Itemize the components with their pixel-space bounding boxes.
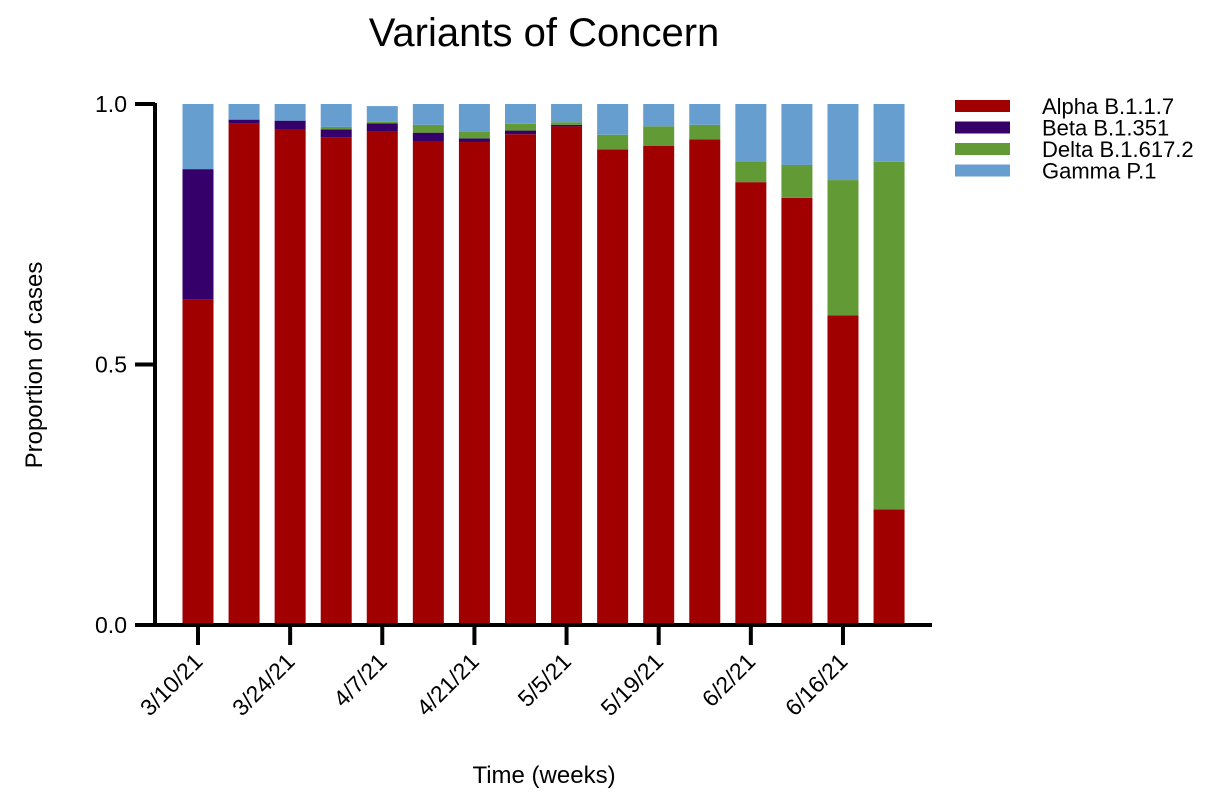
bar-segment-1-9 [551, 126, 583, 626]
bar-segment-1-6 [412, 140, 444, 626]
bar-segment-1-4 [320, 137, 352, 625]
bars-group [182, 104, 905, 626]
bar-segment-2-3 [274, 120, 306, 130]
bar-segment-4-4 [320, 104, 352, 127]
legend-label-2: Beta B.1.351 [1042, 116, 1169, 141]
bar-segment-3-11 [643, 126, 675, 146]
bar-segment-2-5 [366, 123, 398, 132]
bar-segment-2-4 [320, 129, 352, 138]
bar-segment-1-7 [458, 142, 490, 625]
bar-segment-3-16 [873, 161, 905, 510]
legend-swatch-3 [955, 143, 1010, 155]
legend-swatch-4 [955, 164, 1010, 177]
bar-segment-2-2 [228, 119, 260, 124]
bar-segment-4-16 [873, 104, 905, 162]
bar-segment-3-6 [412, 124, 444, 133]
legend-label-4: Gamma P.1 [1042, 159, 1157, 184]
legend-label-3: Delta B.1.617.2 [1042, 137, 1194, 162]
y-tick-label: 0.5 [95, 352, 127, 378]
bar-segment-3-13 [735, 161, 767, 183]
bar-segment-2-8 [504, 130, 536, 135]
bar-segment-3-8 [504, 123, 536, 131]
x-tick-label: 6/16/21 [780, 648, 853, 721]
bar-segment-4-15 [827, 104, 859, 181]
bar-segment-4-6 [412, 104, 444, 125]
bar-segment-3-10 [597, 134, 629, 150]
bar-segment-3-7 [458, 131, 490, 139]
bar-segment-2-7 [458, 138, 490, 143]
bar-segment-2-6 [412, 132, 444, 141]
x-tick-label: 4/21/21 [411, 648, 484, 721]
x-axis-label: Time (weeks) [472, 762, 615, 789]
y-axis-label: Proportion of cases [21, 262, 48, 469]
bar-segment-4-11 [643, 104, 675, 127]
bar-segment-1-16 [873, 509, 905, 625]
bar-segment-4-1 [182, 104, 214, 170]
y-tick-label: 1.0 [95, 91, 127, 117]
x-tick-label: 5/5/21 [512, 648, 576, 712]
bar-segment-3-12 [689, 124, 721, 140]
legend-swatch-2 [955, 121, 1010, 134]
x-tick-label: 3/10/21 [135, 648, 208, 721]
x-tick-label: 4/7/21 [328, 648, 392, 712]
bar-segment-4-9 [551, 104, 583, 123]
bar-segment-3-4 [320, 126, 352, 130]
bar-segment-1-3 [274, 129, 306, 625]
bar-segment-4-5 [366, 106, 398, 122]
chart-title: Variants of Concern [369, 11, 720, 55]
bar-segment-1-8 [504, 134, 536, 625]
bar-segment-1-13 [735, 182, 767, 625]
legend-swatch-1 [955, 100, 1010, 112]
bar-segment-3-15 [827, 180, 859, 316]
bar-segment-4-8 [504, 104, 536, 124]
x-tick-label: 5/19/21 [596, 648, 669, 721]
bar-segment-4-13 [735, 104, 767, 162]
bar-segment-4-10 [597, 104, 629, 135]
bar-segment-1-14 [781, 197, 813, 625]
bar-segment-4-12 [689, 104, 721, 125]
bar-segment-4-2 [228, 104, 260, 120]
bar-segment-1-15 [827, 315, 859, 625]
bar-segment-1-2 [228, 123, 260, 626]
bar-segment-1-10 [597, 149, 629, 625]
bar-segment-1-5 [366, 131, 398, 626]
y-tick-label: 0.0 [95, 612, 127, 638]
bar-segment-3-14 [781, 164, 813, 198]
bar-segment-3-5 [366, 121, 398, 124]
bar-segment-4-7 [458, 104, 490, 132]
bar-segment-2-1 [182, 169, 214, 300]
bar-segment-4-14 [781, 104, 813, 165]
x-tick-label: 3/24/21 [227, 648, 300, 721]
bar-segment-1-1 [182, 299, 214, 626]
bar-segment-2-9 [551, 124, 583, 127]
legend-label-1: Alpha B.1.1.7 [1042, 94, 1174, 119]
bar-segment-3-9 [551, 122, 583, 125]
x-tick-label: 6/2/21 [697, 648, 761, 712]
bar-segment-4-3 [274, 104, 306, 121]
bar-segment-1-11 [643, 145, 675, 625]
bar-segment-1-12 [689, 139, 721, 625]
